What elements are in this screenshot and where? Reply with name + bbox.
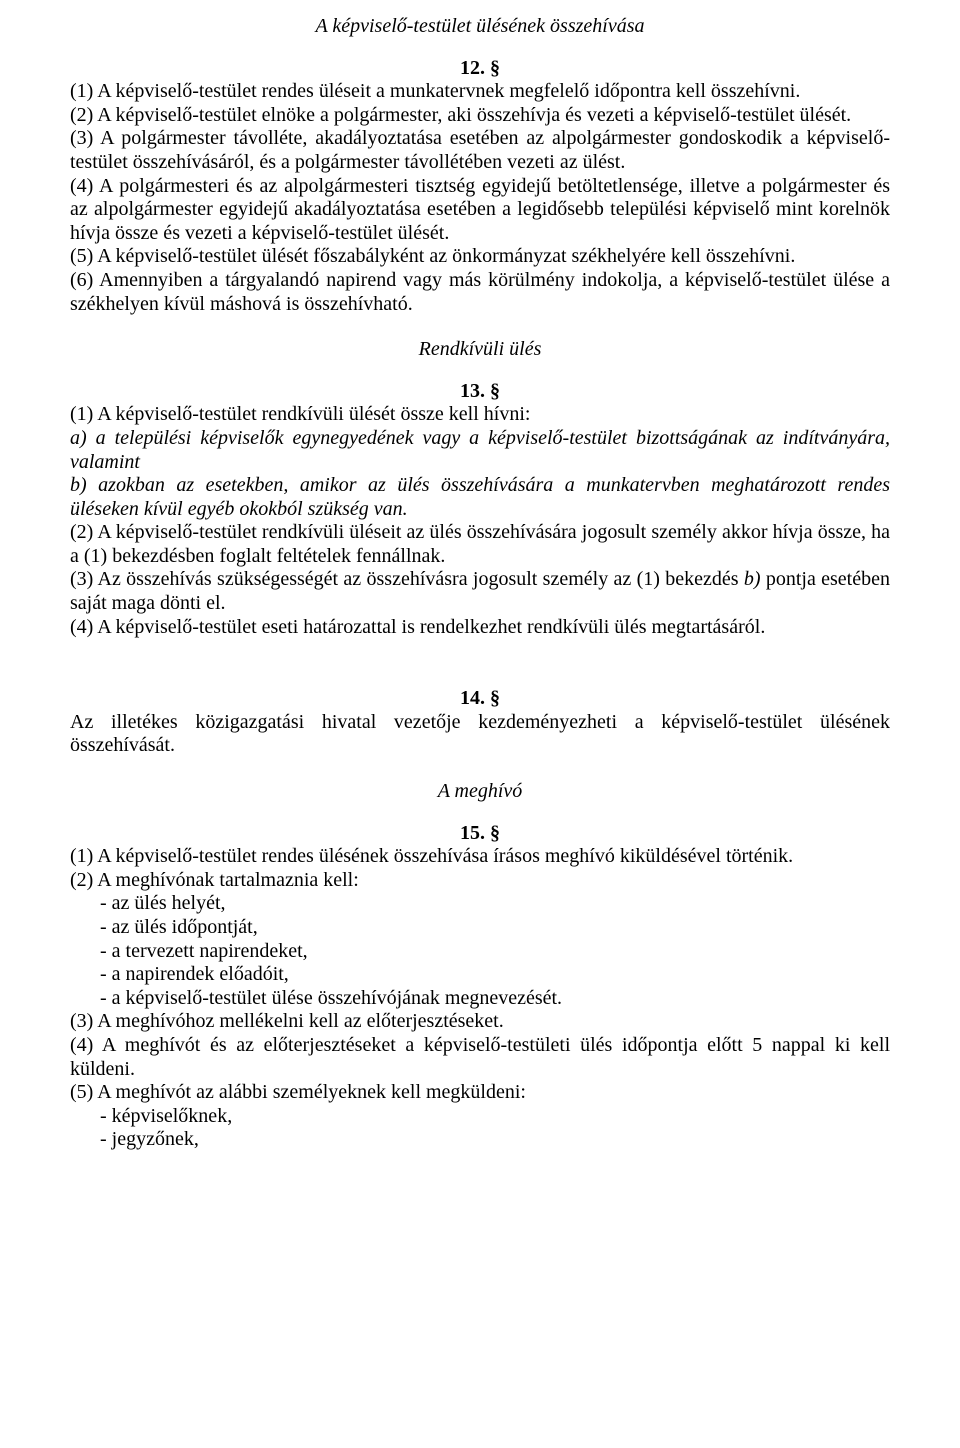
section-15-p2-item: - a képviselő-testület ülése összehívójá… xyxy=(70,987,890,1011)
section-15-para-2: (2) A meghívónak tartalmaznia kell: xyxy=(70,869,890,893)
section-13-heading: Rendkívüli ülés xyxy=(70,338,890,362)
section-12-number: 12. § xyxy=(70,57,890,81)
section-15-para-1: (1) A képviselő-testület rendes ülésének… xyxy=(70,845,890,869)
section-13-para-3-b: b) xyxy=(744,568,761,590)
section-12-para-4: (4) A polgármesteri és az alpolgármester… xyxy=(70,175,890,246)
section-15-para-4: (4) A meghívót és az előterjesztéseket a… xyxy=(70,1034,890,1081)
section-12-para-1: (1) A képviselő-testület rendes üléseit … xyxy=(70,80,890,104)
section-14-number: 14. § xyxy=(70,687,890,711)
section-15-p2-item: - az ülés időpontját, xyxy=(70,916,890,940)
section-13-para-3-pre: (3) Az összehívás szükségességét az össz… xyxy=(70,568,744,590)
section-13-number: 13. § xyxy=(70,380,890,404)
section-15-p5-item: - jegyzőnek, xyxy=(70,1128,890,1152)
section-15-heading: A meghívó xyxy=(70,780,890,804)
section-15-p5-item: - képviselőknek, xyxy=(70,1105,890,1129)
section-12-para-5: (5) A képviselő-testület ülését főszabál… xyxy=(70,245,890,269)
section-15-para-3: (3) A meghívóhoz mellékelni kell az előt… xyxy=(70,1010,890,1034)
section-13-para-2: (2) A képviselő-testület rendkívüli ülés… xyxy=(70,521,890,568)
section-15-p2-item: - a napirendek előadóit, xyxy=(70,963,890,987)
section-13-para-1: (1) A képviselő-testület rendkívüli ülés… xyxy=(70,403,890,427)
section-12-para-2: (2) A képviselő-testület elnöke a polgár… xyxy=(70,104,890,128)
section-15-number: 15. § xyxy=(70,822,890,846)
section-13-para-1a: a) a települési képviselők egynegyedének… xyxy=(70,427,890,474)
section-12-heading: A képviselő-testület ülésének összehívás… xyxy=(70,15,890,39)
section-12-para-6: (6) Amennyiben a tárgyalandó napirend va… xyxy=(70,269,890,316)
section-13-para-3: (3) Az összehívás szükségességét az össz… xyxy=(70,568,890,615)
section-15-para-5: (5) A meghívót az alábbi személyeknek ke… xyxy=(70,1081,890,1105)
document-page: A képviselő-testület ülésének összehívás… xyxy=(0,0,960,1448)
section-15-p2-item: - az ülés helyét, xyxy=(70,892,890,916)
section-13-para-4: (4) A képviselő-testület eseti határozat… xyxy=(70,616,890,640)
section-14-para-1: Az illetékes közigazgatási hivatal vezet… xyxy=(70,711,890,758)
section-15-p2-item: - a tervezett napirendeket, xyxy=(70,940,890,964)
section-13-para-1b: b) azokban az esetekben, amikor az ülés … xyxy=(70,474,890,521)
section-12-para-3: (3) A polgármester távolléte, akadályozt… xyxy=(70,127,890,174)
